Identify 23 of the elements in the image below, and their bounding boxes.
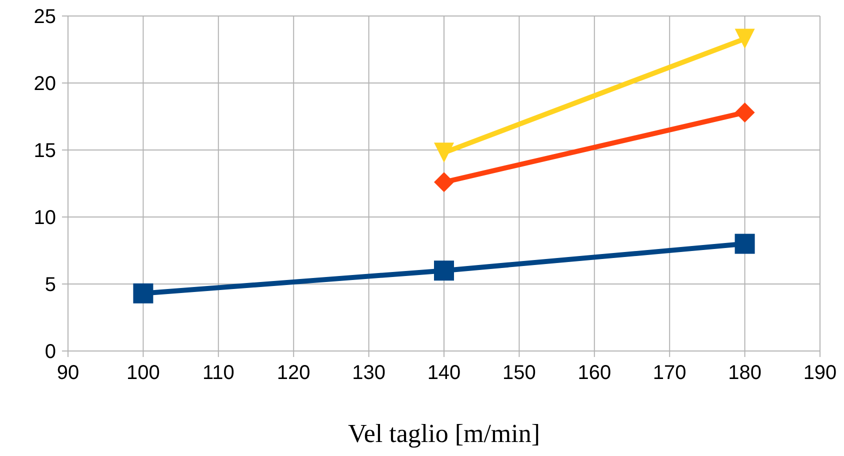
point bbox=[434, 172, 454, 192]
point bbox=[734, 102, 755, 122]
y-tick-label: 20 bbox=[34, 73, 56, 96]
x-tick-label: 170 bbox=[652, 362, 686, 384]
point bbox=[734, 234, 755, 254]
y-tick-label: 10 bbox=[34, 207, 56, 230]
y-tick-label: 5 bbox=[44, 274, 56, 296]
x-tick-label: 130 bbox=[352, 362, 386, 384]
x-tick-label: 190 bbox=[803, 362, 837, 384]
x-axis-title: Vel taglio [m/min] bbox=[348, 419, 540, 448]
x-tick-label: 180 bbox=[728, 362, 762, 384]
x-tick-label: 90 bbox=[56, 362, 80, 384]
x-tick-label: 150 bbox=[502, 362, 536, 384]
x-tick-label: 160 bbox=[578, 362, 612, 384]
y-tick-label: 15 bbox=[34, 140, 56, 162]
x-tick-label: 110 bbox=[202, 362, 234, 384]
x-tick-label: 100 bbox=[126, 362, 160, 384]
y-tick-label: 25 bbox=[34, 6, 56, 28]
point bbox=[133, 283, 154, 304]
point bbox=[434, 260, 454, 281]
y-tick-label: 0 bbox=[44, 341, 56, 364]
x-tick-label: 140 bbox=[427, 362, 461, 384]
x-tick-label: 120 bbox=[276, 362, 310, 384]
